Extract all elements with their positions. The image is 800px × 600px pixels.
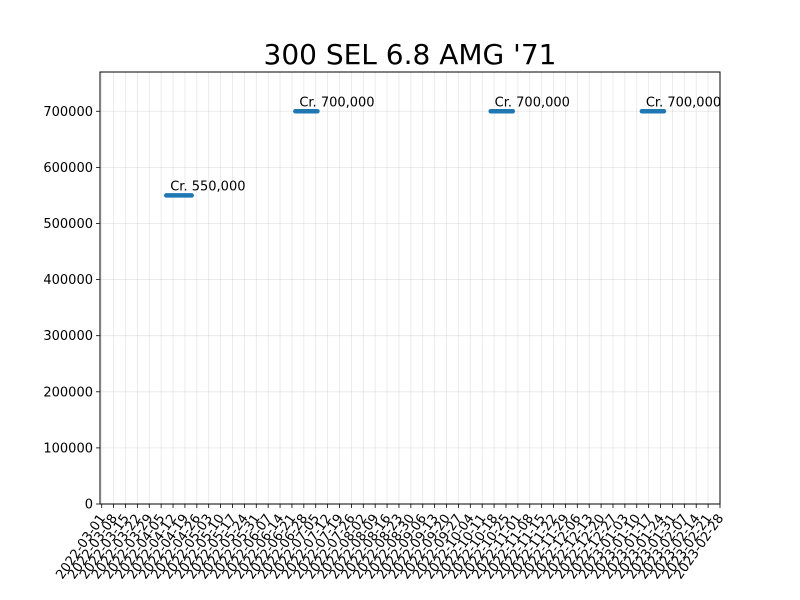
y-tick-label: 400000: [43, 273, 93, 288]
y-tick-label: 500000: [43, 217, 93, 232]
data-label: Cr. 700,000: [299, 95, 374, 110]
data-label: Cr. 700,000: [495, 95, 570, 110]
y-tick-label: 700000: [43, 105, 93, 120]
y-tick-label: 600000: [43, 161, 93, 176]
y-tick-label: 0: [85, 498, 93, 513]
plot-frame: [99, 71, 721, 505]
data-labels: Cr. 550,000 Cr. 700,000 Cr. 700,000 Cr. 700…: [170, 95, 721, 194]
series: [163, 109, 667, 198]
y-tick-label: 100000: [43, 441, 93, 456]
data-label: Cr. 550,000: [170, 179, 245, 194]
y-tick-label: 300000: [43, 329, 93, 344]
data-label: Cr. 700,000: [646, 95, 721, 110]
y-tick-label: 200000: [43, 385, 93, 400]
chart-title: 300 SEL 6.8 AMG '71: [264, 38, 557, 71]
grid: [100, 72, 721, 505]
axes: 2022-03-012022-03-082022-03-152022-03-22…: [43, 71, 727, 582]
